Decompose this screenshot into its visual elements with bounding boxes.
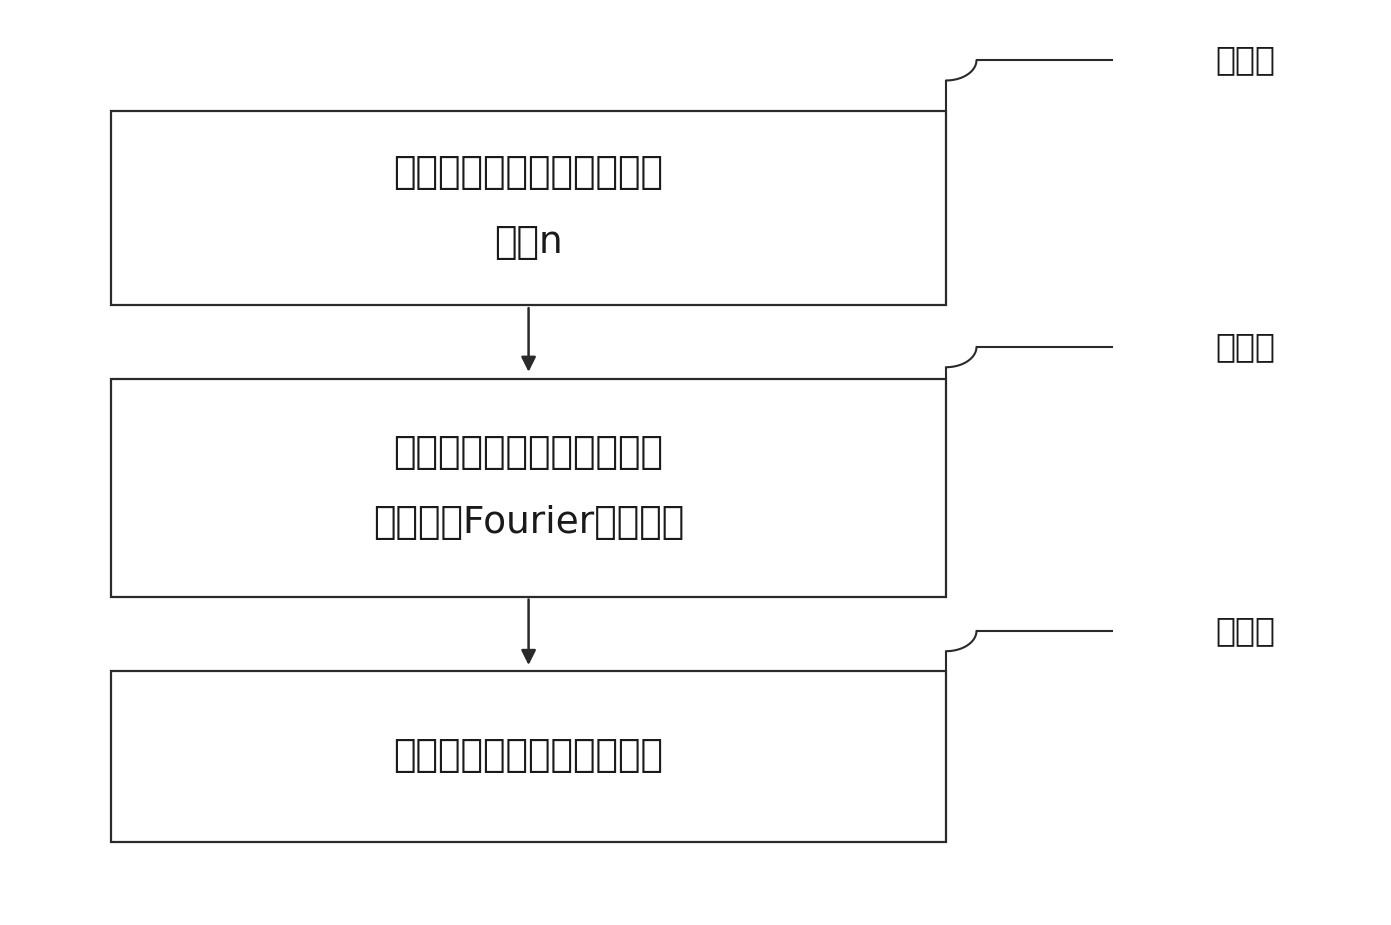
Text: 获取入射光所对应的衍射场: 获取入射光所对应的衍射场 (394, 738, 664, 774)
Bar (111, 379, 946, 597)
Bar (111, 111, 946, 305)
Text: 波数n: 波数n (494, 226, 563, 261)
Text: 行傅里叶Fourier级数展开: 行傅里叶Fourier级数展开 (373, 505, 684, 541)
Text: 设定电磁场展开时的空间谐: 设定电磁场展开时的空间谐 (394, 155, 664, 191)
Text: 步骤一: 步骤一 (1214, 43, 1276, 77)
Bar (111, 671, 946, 842)
Text: 步骤二: 步骤二 (1214, 330, 1276, 364)
Text: 将每一层光栅的介电常数进: 将每一层光栅的介电常数进 (394, 435, 664, 471)
Text: 步骤三: 步骤三 (1214, 614, 1276, 648)
